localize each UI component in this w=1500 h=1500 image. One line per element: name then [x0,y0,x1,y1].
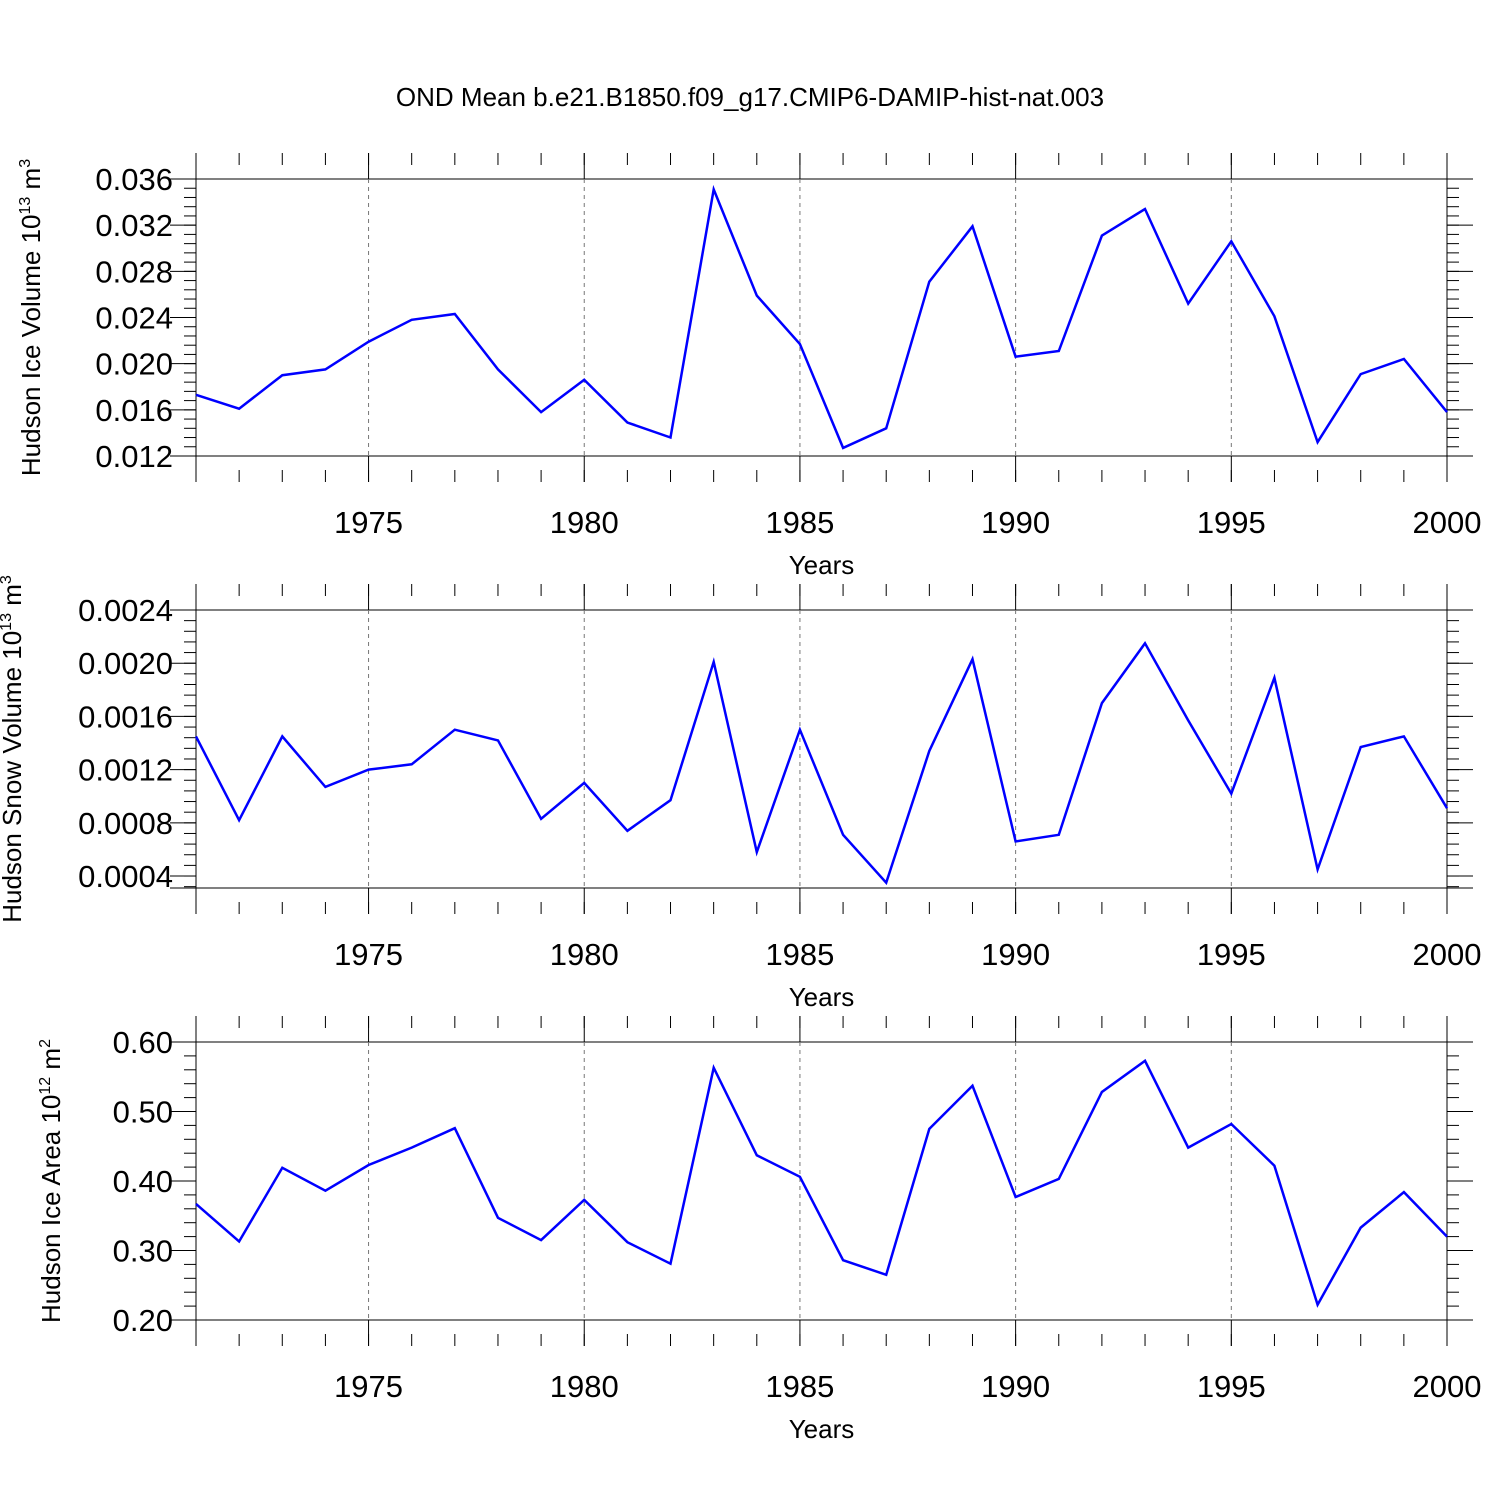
x-tick-label: 1990 [981,937,1050,972]
x-tick-label: 2000 [1413,505,1482,540]
x-tick-label: 1985 [765,505,834,540]
x-tick-label: 1980 [550,1369,619,1404]
y-tick-label: 0.0004 [78,859,173,894]
x-tick-label: 1975 [334,1369,403,1404]
x-tick-label: 1990 [981,1369,1050,1404]
y-axis-label: Hudson Ice Volume 1013 m3 [16,159,46,476]
y-tick-label: 0.0012 [78,753,173,788]
y-tick-label: 0.50 [113,1095,173,1130]
y-tick-label: 0.028 [95,254,173,289]
x-tick-label: 1975 [334,505,403,540]
series-line [194,640,1449,886]
x-tick-label: 1995 [1197,1369,1266,1404]
y-tick-label: 0.0008 [78,806,173,841]
chart-panel-2: 1975 1980 1985 1990 1995 2000 0.0004 0.0008 0.00… [0,575,1481,1012]
y-tick-label: 0.012 [95,439,173,474]
y-tick-label: 0.0020 [78,646,173,681]
x-tick-label: 1985 [765,1369,834,1404]
x-tick-label: 1985 [765,937,834,972]
x-tick-label: 1980 [550,937,619,972]
x-tick-label: 1995 [1197,505,1266,540]
y-tick-label: 0.016 [95,393,173,428]
x-tick-label: 1990 [981,505,1050,540]
y-tick-label: 0.0016 [78,699,173,734]
x-axis-label: Years [789,982,855,1012]
x-tick-label: 2000 [1413,1369,1482,1404]
chart-panel-3: 1975 1980 1985 1990 1995 2000 0.20 0.30 0.40 0.50… [36,1016,1481,1444]
y-tick-label: 0.0024 [78,593,173,628]
y-tick-label: 0.30 [113,1234,173,1269]
x-tick-label: 2000 [1413,937,1482,972]
x-tick-label: 1995 [1197,937,1266,972]
y-axis-label: Hudson Ice Area 1012 m2 [36,1039,66,1323]
y-tick-label: 0.20 [113,1303,173,1338]
y-tick-label: 0.036 [95,162,173,197]
x-tick-label: 1980 [550,505,619,540]
y-tick-label: 0.020 [95,347,173,382]
series-line [195,1058,1448,1308]
series-line [195,184,1448,450]
x-axis-label: Years [789,550,855,580]
y-tick-label: 0.024 [95,301,173,336]
y-tick-label: 0.032 [95,208,173,243]
y-tick-label: 0.40 [113,1164,173,1199]
x-tick-label: 1975 [334,937,403,972]
chart-title: OND Mean b.e21.B1850.f09_g17.CMIP6-DAMIP… [396,82,1104,112]
x-axis-label: Years [789,1414,855,1444]
y-axis-label: Hudson Snow Volume 1013 m3 [0,575,27,923]
chart-panel-1: 1975 1980 1985 1990 1995 2000 0.012 0.016 0.020 0… [16,153,1481,580]
y-tick-label: 0.60 [113,1025,173,1060]
